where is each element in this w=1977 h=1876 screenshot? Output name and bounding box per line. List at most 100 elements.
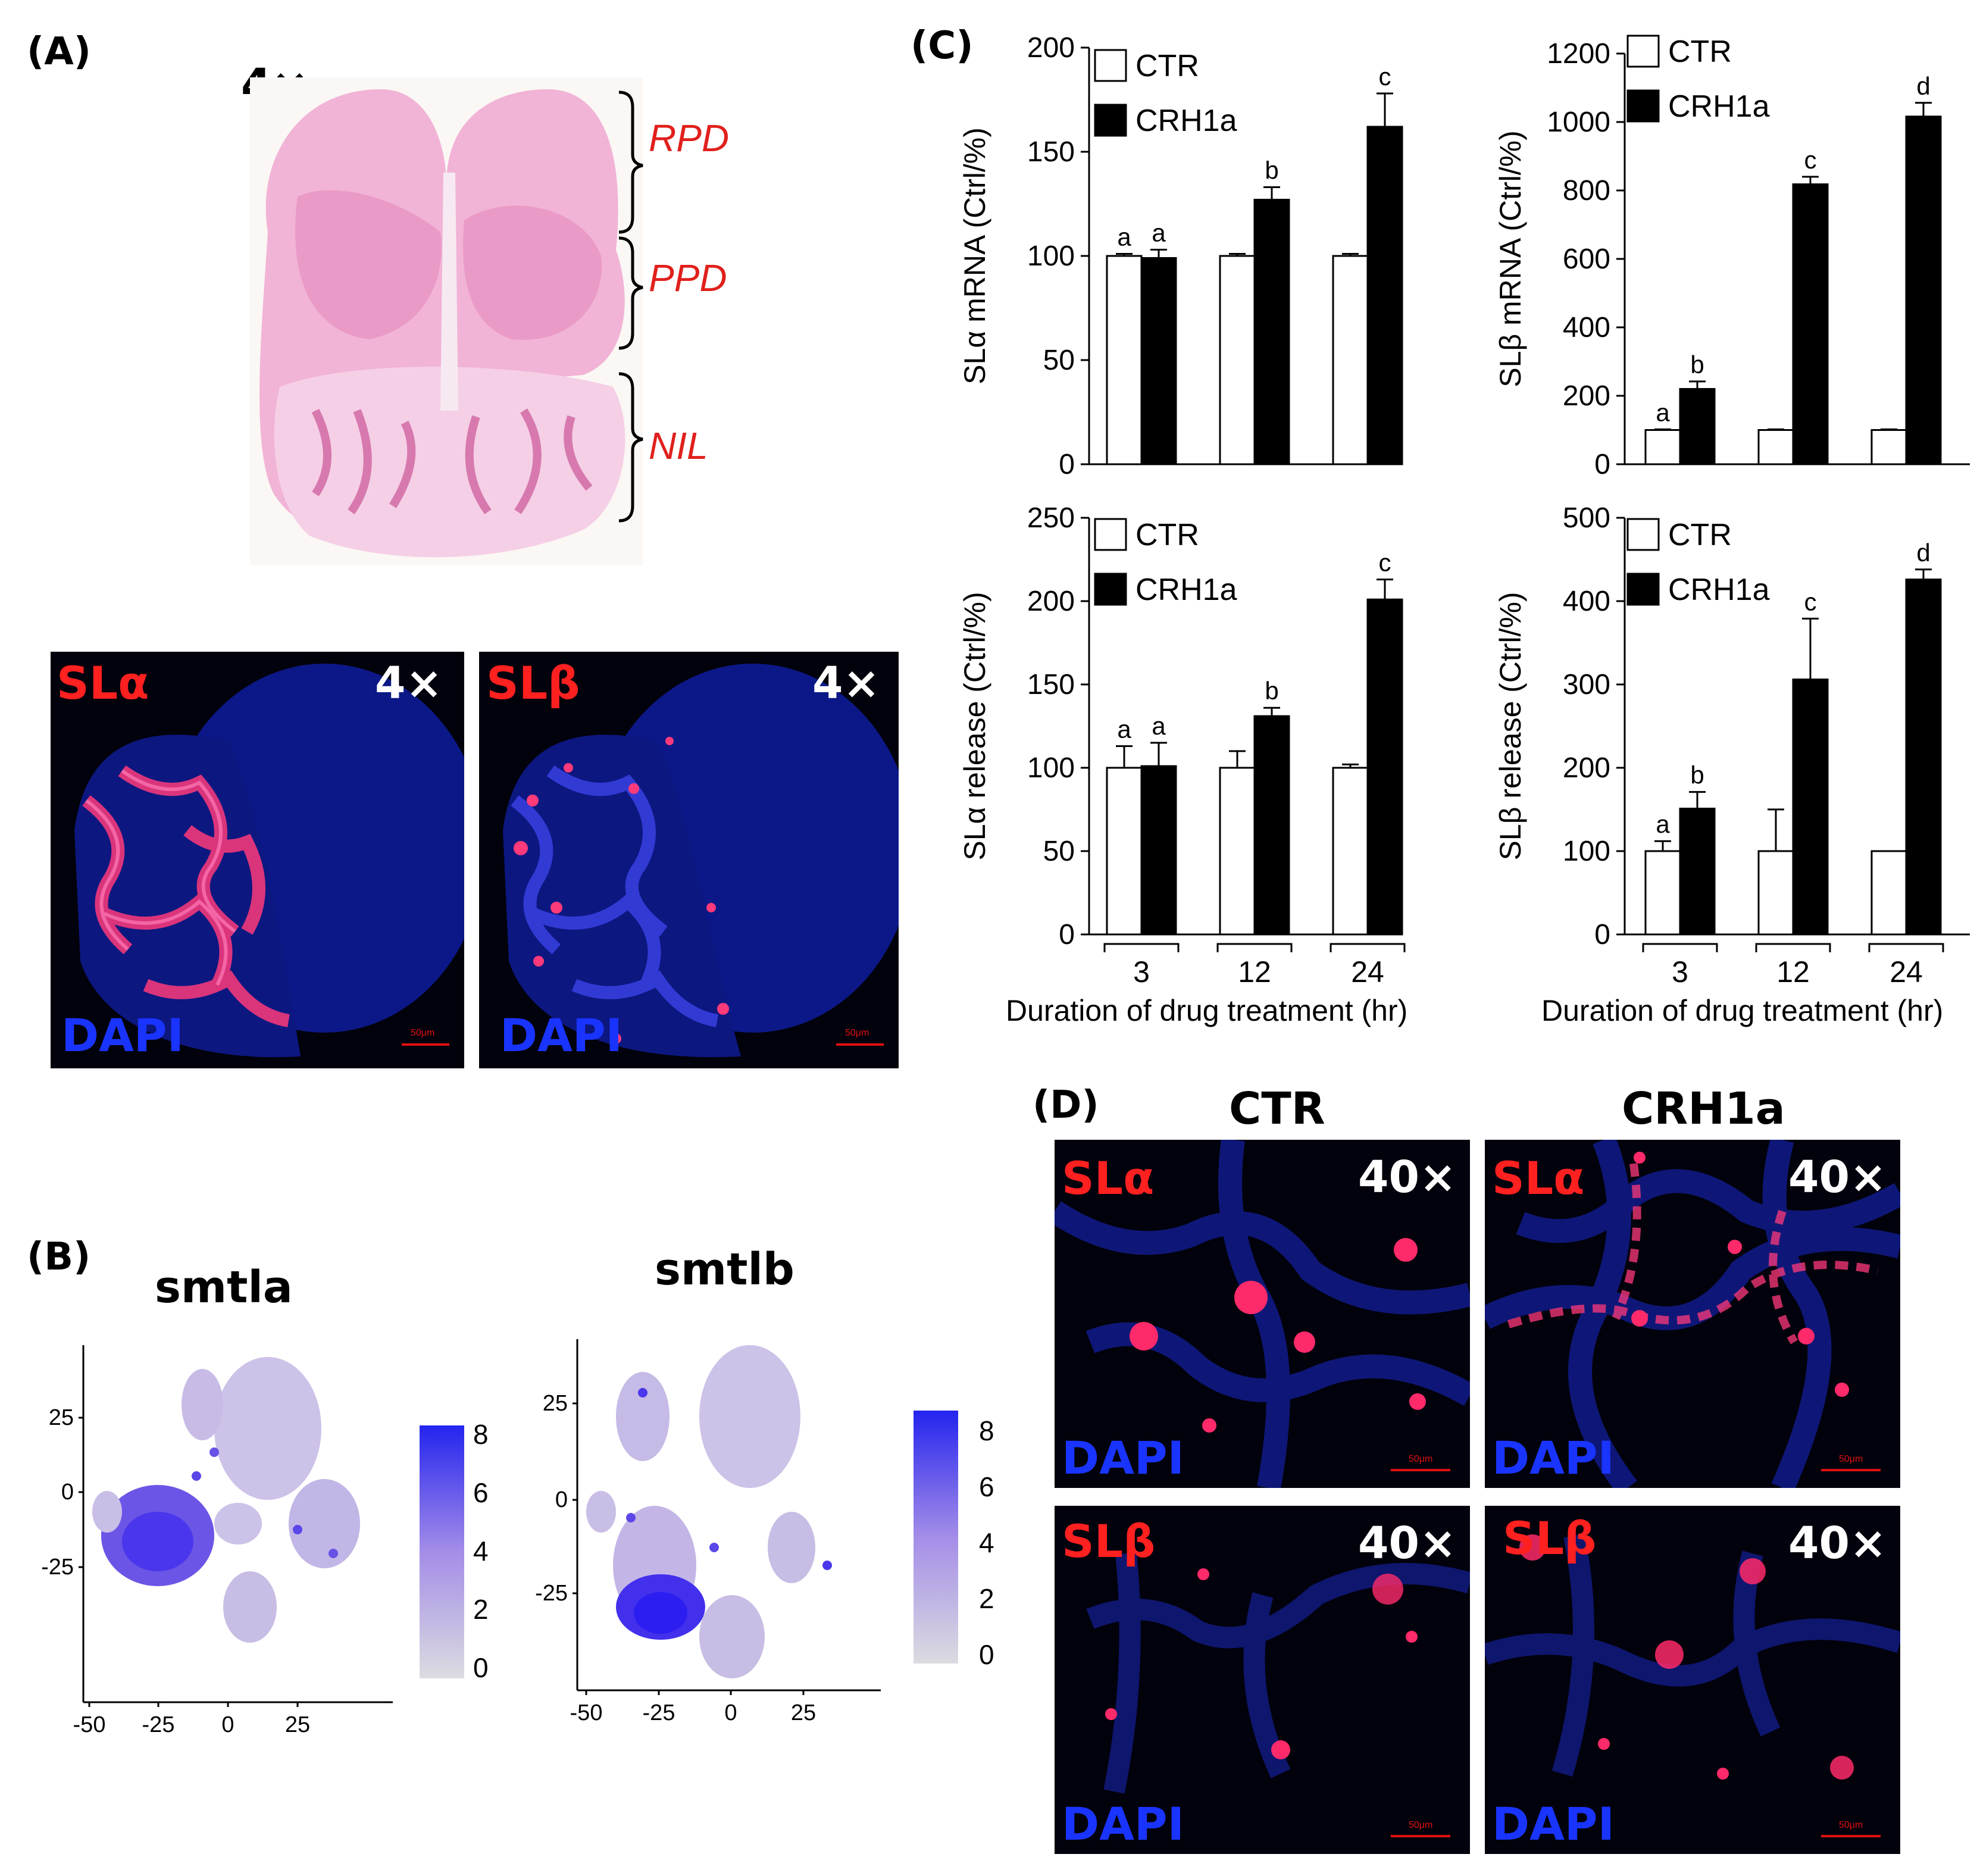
bar-crh1a [1679, 808, 1716, 936]
region-braces [618, 90, 643, 523]
x-axis-title: Duration of drug treatment (hr) [1006, 994, 1407, 1027]
magnification-label-sla: 4× [375, 658, 443, 709]
magnification-label-slb: 4× [812, 658, 880, 709]
bar-crh1a [1792, 183, 1829, 465]
bar-chart-slb-release: 0 100 200 300 400 500 SLβ release (Ctrl/%) ab 3 c… [1494, 502, 1970, 1027]
cell-image [1055, 1140, 1470, 1488]
bar-crh1a [1140, 257, 1177, 465]
bar-crh1a [1792, 679, 1829, 936]
significance-letter: c [1379, 549, 1391, 577]
x-tick-label: 12 [1776, 955, 1810, 989]
legend-label-crh1a: CRH1a [1668, 573, 1770, 607]
magnification-label: 40× [1358, 1152, 1456, 1203]
y-tick-label: 0 [1059, 919, 1075, 950]
y-tick-label: 50 [1043, 836, 1075, 867]
significance-letter: c [1379, 62, 1391, 90]
x-tick-label: 24 [1890, 955, 1923, 989]
color-legend-bar [914, 1411, 958, 1664]
group-bracket [1868, 943, 1944, 952]
y-tick-label: 300 [1563, 669, 1610, 701]
bar-crh1a [1366, 598, 1403, 936]
x-tick: -50 [73, 1712, 106, 1737]
marker-label-sla: SLα [57, 656, 149, 709]
significance-letter: b [1265, 677, 1278, 705]
cell-image [1485, 1140, 1900, 1488]
dapi-label-sla: DAPI [61, 1009, 184, 1062]
tsne-plot-smtla: 25 0 -25 -50 -25 0 25 8 6 4 2 0 [41, 1345, 489, 1737]
legend-swatch-crh1a [1094, 573, 1127, 606]
legend-tick: 2 [473, 1594, 489, 1625]
x-tick: -50 [570, 1700, 603, 1725]
scale-bar-slb: 50μm [845, 1028, 869, 1038]
y-tick-label: 600 [1563, 243, 1610, 275]
legend-tick: 4 [473, 1536, 489, 1567]
legend-tick: 0 [979, 1639, 994, 1670]
bar-crh1a [1253, 715, 1290, 936]
significance-letter: c [1804, 146, 1817, 174]
legend-swatch-crh1a [1094, 104, 1127, 137]
x-tick-label: 3 [1133, 955, 1150, 989]
x-tick: 0 [221, 1712, 234, 1737]
fluorescence-crh1a-sla: SLα 40× DAPI 50μm [1485, 1140, 1900, 1488]
fluorescence-ctr-slb: SLβ 40× DAPI 50μm [1055, 1506, 1470, 1854]
marker-label: SLβ [1062, 1515, 1156, 1568]
x-tick: 0 [724, 1700, 737, 1725]
y-tick: -25 [535, 1581, 568, 1606]
x-tick: 25 [285, 1712, 310, 1737]
he-stained-section [250, 77, 643, 565]
legend-tick: 6 [979, 1471, 994, 1502]
significance-letter: a [1152, 712, 1166, 740]
cell-clusters [92, 1357, 360, 1643]
region-label-ppd: PPD [649, 257, 727, 299]
panel-label-c: (C) [911, 24, 974, 68]
y-tick-label: 0 [1594, 449, 1610, 480]
magnification-label: 40× [1358, 1518, 1456, 1569]
cell-image [1485, 1533, 1900, 1837]
y-axis-title: SLα mRNA (Ctrl/%) [958, 127, 991, 384]
x-tick: -25 [142, 1712, 175, 1737]
y-tick-label: 0 [1059, 449, 1075, 480]
tsne-title-smtla: smtla [155, 1262, 293, 1313]
y-tick-label: 1200 [1547, 38, 1610, 70]
y-tick: 0 [61, 1480, 74, 1505]
tsne-plot-smtlb: 25 0 -25 -50 -25 0 25 8 6 4 2 0 [535, 1339, 994, 1725]
dapi-label: DAPI [1492, 1431, 1615, 1484]
x-tick-label: 24 [1351, 955, 1384, 989]
legend-swatch-ctr [1094, 49, 1127, 82]
bar-ctr [1644, 850, 1681, 936]
marker-label: SLβ [1503, 1512, 1597, 1565]
y-axis-title: SLα release (Ctrl/%) [958, 592, 991, 860]
magnification-label: 40× [1788, 1518, 1887, 1569]
bar-chart-sla-mrna: 0 50 100 150 200 SLα mRNA (Ctrl/%) a a b c CTR CRH1… [958, 32, 1403, 480]
bar-ctr [1332, 767, 1369, 936]
group-bracket [1103, 943, 1180, 952]
marker-label-slb: SLβ [486, 656, 580, 709]
legend-label-ctr: CTR [1668, 518, 1732, 552]
significance-letter: d [1916, 72, 1930, 100]
legend-label-ctr: CTR [1135, 518, 1199, 552]
marker-label: SLα [1062, 1152, 1155, 1205]
x-tick: -25 [643, 1700, 675, 1725]
y-tick: 0 [555, 1487, 568, 1512]
significance-letter: c [1804, 587, 1817, 615]
bar-ctr [1757, 850, 1794, 936]
significance-letter: b [1690, 761, 1704, 789]
significance-letter: a [1656, 810, 1670, 838]
dapi-label: DAPI [1062, 1797, 1184, 1850]
region-label-rpd: RPD [649, 117, 730, 160]
legend-tick: 6 [473, 1477, 489, 1508]
legend-swatch-ctr [1094, 518, 1127, 551]
column-title-ctr: CTR [1229, 1083, 1325, 1134]
bar-ctr [1644, 429, 1681, 465]
legend-tick: 2 [979, 1583, 994, 1614]
y-tick-label: 50 [1043, 345, 1075, 376]
y-tick-label: 500 [1563, 502, 1610, 534]
bar-ctr [1219, 255, 1256, 465]
x-tick-label: 12 [1238, 955, 1271, 989]
significance-letter: a [1656, 398, 1670, 426]
y-tick-label: 150 [1027, 669, 1075, 701]
dapi-label: DAPI [1492, 1797, 1615, 1850]
panel-label-d: (D) [1033, 1083, 1099, 1127]
legend-label-crh1a: CRH1a [1135, 573, 1237, 607]
bar-chart-slb-mrna: 0 200 400 600 800 1000 1200 SLβ mRNA (Ctrl/%) ab… [1494, 35, 1970, 480]
